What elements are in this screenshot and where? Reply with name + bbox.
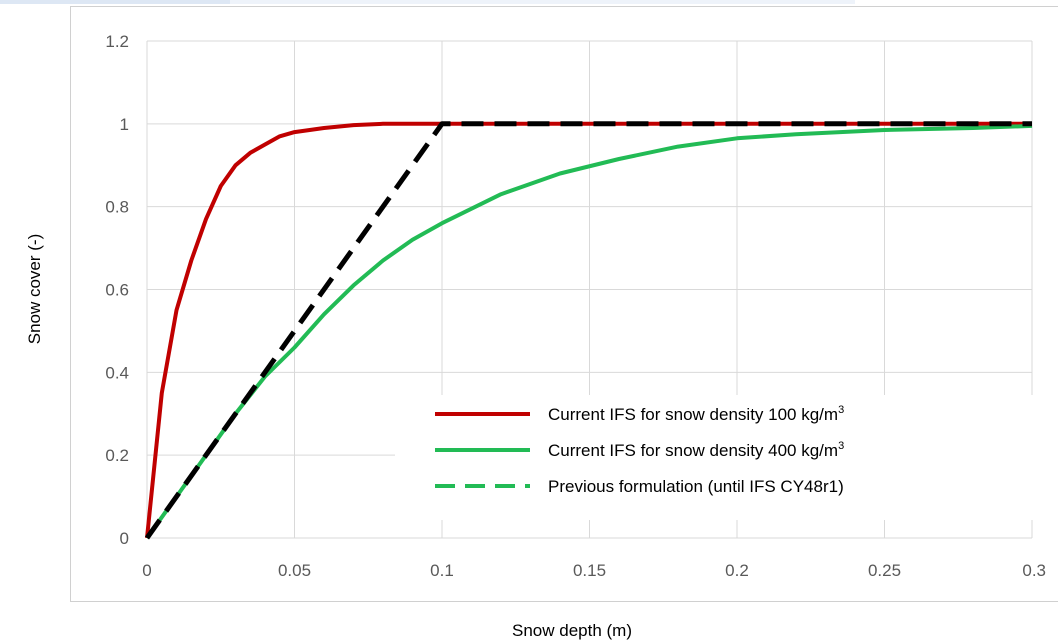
y-tick-label: 0.6 xyxy=(105,281,129,300)
legend-label-dashed: Previous formulation (until IFS CY48r1) xyxy=(548,477,844,496)
x-tick-label: 0.05 xyxy=(278,561,311,580)
y-tick-label: 1 xyxy=(120,115,129,134)
x-tick-label: 0 xyxy=(142,561,151,580)
x-tick-label: 0.2 xyxy=(725,561,749,580)
x-tick-label: 0.3 xyxy=(1022,561,1046,580)
y-tick-label: 1.2 xyxy=(105,32,129,51)
x-tick-label: 0.1 xyxy=(430,561,454,580)
x-axis-title: Snow depth (m) xyxy=(512,621,632,640)
legend-label-green: Current IFS for snow density 400 kg/m3 xyxy=(548,440,844,460)
x-tick-label: 0.25 xyxy=(868,561,901,580)
y-tick-label: 0 xyxy=(120,529,129,548)
series-line-red xyxy=(145,121,1032,539)
y-tick-label: 0.2 xyxy=(105,446,129,465)
y-tick-label: 0.8 xyxy=(105,198,129,217)
y-tick-labels: 0 0.2 0.4 0.6 0.8 1 1.2 xyxy=(105,32,129,548)
window-strip-left xyxy=(0,0,230,4)
x-tick-labels: 0 0.05 0.1 0.15 0.2 0.25 0.3 xyxy=(142,561,1046,580)
series-layer xyxy=(144,121,1033,540)
legend-label-red: Current IFS for snow density 100 kg/m3 xyxy=(548,404,844,424)
x-tick-label: 0.15 xyxy=(573,561,606,580)
y-axis-title: Snow cover (-) xyxy=(25,234,44,345)
series-line-dashed xyxy=(144,121,1032,540)
legend: Current IFS for snow density 100 kg/m3 C… xyxy=(395,395,1035,520)
y-tick-label: 0.4 xyxy=(105,363,129,382)
window-strip-right xyxy=(230,0,855,4)
series-line-green xyxy=(145,123,1033,540)
